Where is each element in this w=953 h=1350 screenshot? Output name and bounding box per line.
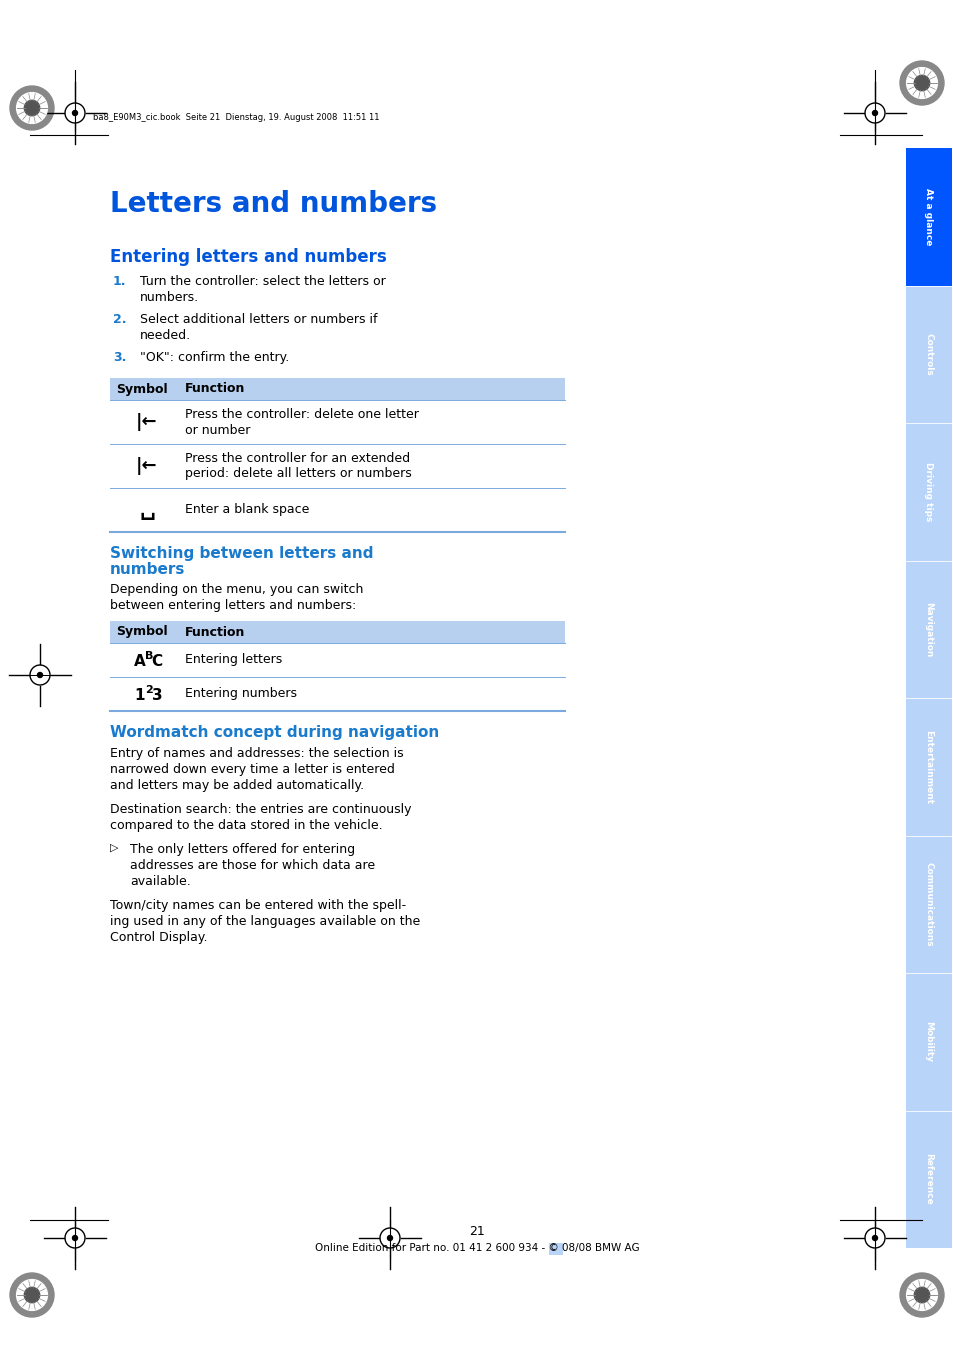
Bar xyxy=(110,676,564,711)
Text: ba8_E90M3_cic.book  Seite 21  Dienstag, 19. August 2008  11:51 11: ba8_E90M3_cic.book Seite 21 Dienstag, 19… xyxy=(92,113,379,123)
Text: B: B xyxy=(145,651,153,661)
Circle shape xyxy=(899,61,943,105)
Circle shape xyxy=(899,1273,943,1318)
Text: At a glance: At a glance xyxy=(923,188,933,246)
Text: Enter a blank space: Enter a blank space xyxy=(185,504,309,517)
Text: Driving tips: Driving tips xyxy=(923,462,933,521)
Text: ␣: ␣ xyxy=(139,500,154,520)
Bar xyxy=(905,285,951,423)
Circle shape xyxy=(72,111,77,116)
Text: 3.: 3. xyxy=(112,351,126,364)
Bar xyxy=(905,973,951,1111)
Text: period: delete all letters or numbers: period: delete all letters or numbers xyxy=(185,467,412,481)
Circle shape xyxy=(913,76,929,90)
Text: compared to the data stored in the vehicle.: compared to the data stored in the vehic… xyxy=(110,819,382,832)
Text: Entering letters and numbers: Entering letters and numbers xyxy=(110,248,386,266)
Text: Depending on the menu, you can switch: Depending on the menu, you can switch xyxy=(110,583,363,595)
Text: 2.: 2. xyxy=(112,313,127,325)
Circle shape xyxy=(913,1288,929,1303)
Bar xyxy=(110,621,564,643)
Text: or number: or number xyxy=(185,424,250,436)
Circle shape xyxy=(872,111,877,116)
Text: Town/city names can be entered with the spell-: Town/city names can be entered with the … xyxy=(110,899,406,913)
Text: Function: Function xyxy=(185,625,245,639)
Text: Destination search: the entries are continuously: Destination search: the entries are cont… xyxy=(110,803,411,815)
Text: needed.: needed. xyxy=(140,329,191,342)
Text: "OK": confirm the entry.: "OK": confirm the entry. xyxy=(140,351,289,364)
Text: Mobility: Mobility xyxy=(923,1021,933,1062)
Text: Wordmatch concept during navigation: Wordmatch concept during navigation xyxy=(110,725,438,740)
Text: narrowed down every time a letter is entered: narrowed down every time a letter is ent… xyxy=(110,763,395,776)
Text: Navigation: Navigation xyxy=(923,602,933,657)
Circle shape xyxy=(872,1235,877,1241)
Text: Online Edition for Part no. 01 41 2 600 934 - © 08/08 BMW AG: Online Edition for Part no. 01 41 2 600 … xyxy=(314,1243,639,1253)
Text: ing used in any of the languages available on the: ing used in any of the languages availab… xyxy=(110,915,420,927)
Bar xyxy=(905,698,951,836)
Text: between entering letters and numbers:: between entering letters and numbers: xyxy=(110,599,355,612)
Text: 2: 2 xyxy=(145,684,152,695)
Circle shape xyxy=(10,86,54,130)
Bar xyxy=(905,560,951,698)
Text: Press the controller: delete one letter: Press the controller: delete one letter xyxy=(185,408,418,420)
Text: numbers: numbers xyxy=(110,562,185,576)
Text: addresses are those for which data are: addresses are those for which data are xyxy=(130,859,375,872)
Text: Symbol: Symbol xyxy=(116,382,168,396)
Circle shape xyxy=(37,672,43,678)
Text: Entry of names and addresses: the selection is: Entry of names and addresses: the select… xyxy=(110,747,403,760)
Text: Reference: Reference xyxy=(923,1153,933,1206)
Text: Controls: Controls xyxy=(923,333,933,375)
Text: Entering numbers: Entering numbers xyxy=(185,687,296,701)
Bar xyxy=(905,1111,951,1247)
Bar xyxy=(905,423,951,560)
Bar xyxy=(110,400,564,444)
Circle shape xyxy=(72,1235,77,1241)
Bar xyxy=(110,378,564,400)
Text: Turn the controller: select the letters or: Turn the controller: select the letters … xyxy=(140,275,385,288)
Text: Letters and numbers: Letters and numbers xyxy=(110,190,436,217)
Text: Switching between letters and: Switching between letters and xyxy=(110,545,374,562)
Text: 21: 21 xyxy=(469,1224,484,1238)
Text: ▷: ▷ xyxy=(110,842,118,853)
Bar xyxy=(905,148,951,285)
Circle shape xyxy=(24,100,40,116)
Text: Entering letters: Entering letters xyxy=(185,653,282,667)
Text: Entertainment: Entertainment xyxy=(923,730,933,803)
Circle shape xyxy=(16,93,48,123)
Circle shape xyxy=(905,68,937,99)
Text: Function: Function xyxy=(185,382,245,396)
Circle shape xyxy=(10,1273,54,1318)
Text: Select additional letters or numbers if: Select additional letters or numbers if xyxy=(140,313,377,325)
Circle shape xyxy=(16,1280,48,1311)
Text: The only letters offered for entering: The only letters offered for entering xyxy=(130,842,355,856)
Text: and letters may be added automatically.: and letters may be added automatically. xyxy=(110,779,364,792)
Text: available.: available. xyxy=(130,875,191,888)
Bar xyxy=(110,444,564,487)
Circle shape xyxy=(24,1288,40,1303)
Text: C: C xyxy=(152,653,162,668)
Text: A: A xyxy=(134,653,146,668)
Circle shape xyxy=(905,1280,937,1311)
Circle shape xyxy=(387,1235,392,1241)
Bar xyxy=(110,487,564,532)
Text: Communications: Communications xyxy=(923,861,933,946)
Text: Press the controller for an extended: Press the controller for an extended xyxy=(185,451,410,464)
Bar xyxy=(110,643,564,676)
Text: 1: 1 xyxy=(134,687,145,702)
Bar xyxy=(548,1243,562,1256)
Bar xyxy=(905,836,951,973)
Text: numbers.: numbers. xyxy=(140,292,199,304)
Text: Control Display.: Control Display. xyxy=(110,931,208,944)
Text: 3: 3 xyxy=(152,687,162,702)
Text: 1.: 1. xyxy=(112,275,127,288)
Text: Symbol: Symbol xyxy=(116,625,168,639)
Text: |←: |← xyxy=(136,413,157,431)
Text: |←: |← xyxy=(136,458,157,475)
